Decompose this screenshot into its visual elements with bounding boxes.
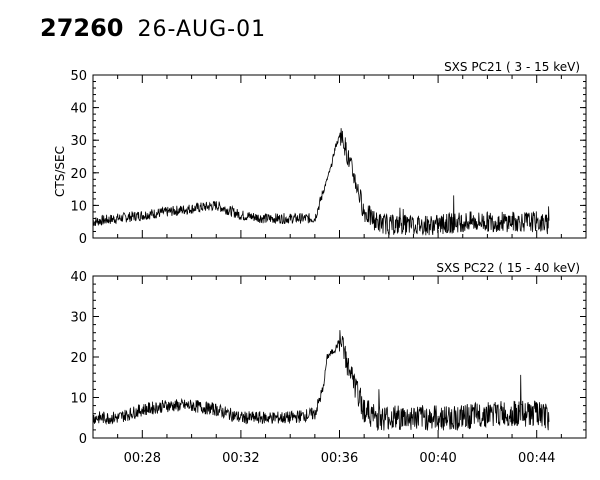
event-date: 26-AUG-01 xyxy=(137,17,267,42)
y-tick-label: 40 xyxy=(70,102,87,117)
y-tick-label: 0 xyxy=(79,232,87,247)
x-tick-label: 00:40 xyxy=(419,451,456,466)
y-axis-label: CTS/SEC xyxy=(53,146,67,197)
y-tick-label: 40 xyxy=(70,270,87,285)
event-id: 27260 xyxy=(40,14,124,42)
x-tick-label: 00:28 xyxy=(124,451,161,466)
lightcurve-series-1-1 xyxy=(92,128,550,236)
y-tick-label: 20 xyxy=(70,167,87,182)
y-tick-label: 30 xyxy=(70,311,87,326)
y-tick-label: 10 xyxy=(70,199,87,214)
x-tick-label: 00:36 xyxy=(321,451,358,466)
y-tick-label: 50 xyxy=(70,69,87,84)
panel-title-1: SXS PC21 ( 3 - 15 keV) xyxy=(444,60,580,74)
panel-title-2: SXS PC22 ( 15 - 40 keV) xyxy=(436,261,580,275)
header: 27260 26-AUG-01 xyxy=(40,14,266,50)
y-tick-label: 30 xyxy=(70,134,87,149)
y-tick-label: 10 xyxy=(70,392,87,407)
x-tick-label: 00:32 xyxy=(222,451,259,466)
x-tick-label: 00:44 xyxy=(518,451,555,466)
lightcurve-series-2-1 xyxy=(92,330,550,432)
y-tick-label: 0 xyxy=(79,432,87,447)
y-tick-label: 20 xyxy=(70,351,87,366)
